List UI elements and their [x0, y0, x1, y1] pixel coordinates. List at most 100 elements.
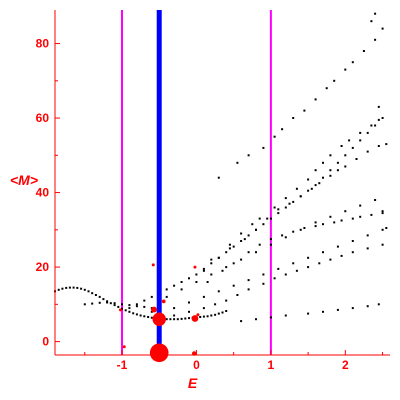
data-point: [202, 269, 205, 272]
data-point: [322, 161, 324, 164]
data-point: [292, 230, 295, 233]
data-point: [292, 117, 295, 119]
red-marker: [161, 299, 166, 304]
data-point: [173, 307, 176, 310]
data-point: [329, 258, 332, 261]
data-point: [333, 221, 336, 224]
data-point: [206, 281, 209, 283]
data-point: [232, 284, 235, 287]
data-point: [217, 256, 220, 259]
data-point: [377, 118, 380, 121]
data-point: [113, 304, 116, 307]
data-point: [202, 307, 205, 310]
data-point: [329, 174, 332, 177]
data-point: [210, 258, 213, 261]
data-point: [210, 262, 213, 265]
data-point: [121, 303, 123, 306]
data-point: [307, 178, 310, 181]
y-tick-label: 60: [36, 111, 50, 125]
data-point: [307, 312, 310, 315]
data-point: [374, 199, 377, 201]
data-point: [374, 124, 377, 127]
data-point: [344, 165, 347, 168]
data-point: [255, 318, 257, 321]
data-point: [381, 117, 384, 119]
data-point: [102, 298, 105, 301]
data-point: [135, 303, 138, 306]
data-point: [344, 210, 347, 213]
data-point: [247, 234, 250, 237]
data-point: [355, 158, 358, 160]
data-point: [284, 314, 287, 317]
data-point: [303, 109, 306, 112]
data-point: [322, 176, 324, 179]
data-point: [228, 243, 231, 246]
data-point: [262, 146, 265, 149]
data-point: [206, 315, 209, 318]
data-point: [173, 284, 176, 287]
data-point: [228, 247, 231, 250]
data-point: [269, 316, 272, 319]
data-point: [98, 295, 101, 298]
data-point: [340, 145, 343, 147]
red-marker: [196, 313, 200, 317]
data-point: [176, 318, 179, 321]
data-point: [370, 20, 373, 23]
data-point: [374, 38, 377, 41]
data-point: [314, 98, 317, 101]
data-point: [61, 287, 64, 290]
data-point: [214, 313, 217, 316]
data-point: [240, 240, 243, 242]
data-point: [314, 225, 317, 228]
data-point: [121, 307, 123, 310]
x-tick-label: -1: [117, 358, 128, 372]
data-point: [381, 212, 384, 215]
data-point: [381, 210, 384, 213]
data-point: [333, 79, 336, 82]
data-point: [251, 223, 254, 226]
data-point: [255, 251, 257, 254]
data-point: [143, 299, 146, 302]
data-point: [91, 302, 94, 305]
data-point: [150, 316, 153, 319]
data-point: [314, 184, 317, 187]
data-point: [94, 294, 97, 296]
data-point: [135, 305, 138, 308]
data-point: [340, 254, 343, 257]
data-point: [370, 213, 373, 216]
data-point: [217, 312, 220, 315]
data-point: [299, 195, 302, 198]
data-point: [269, 238, 272, 241]
data-point: [336, 308, 339, 311]
data-point: [329, 154, 332, 157]
data-point: [147, 316, 150, 318]
data-point: [381, 27, 384, 30]
red-marker: [151, 263, 155, 267]
data-point: [351, 61, 354, 64]
data-point: [83, 288, 86, 291]
data-point: [273, 135, 276, 138]
data-point: [366, 305, 369, 308]
red-markers: [119, 263, 200, 363]
data-point: [173, 314, 176, 317]
data-point: [132, 312, 135, 315]
data-point: [359, 131, 362, 134]
data-point: [262, 282, 265, 285]
data-point: [247, 288, 250, 291]
data-point: [318, 182, 321, 185]
data-point: [202, 267, 205, 270]
y-tick-label: 40: [36, 186, 50, 200]
data-point: [188, 317, 190, 320]
red-marker: [122, 345, 126, 349]
data-point: [385, 143, 388, 146]
data-point: [91, 292, 94, 295]
data-point: [295, 269, 298, 272]
data-point: [310, 187, 313, 190]
data-point: [117, 305, 120, 308]
data-point: [232, 262, 235, 265]
data-point: [236, 294, 239, 296]
data-point: [281, 234, 284, 237]
y-axis-label: <M>: [10, 172, 38, 188]
data-point: [366, 150, 369, 153]
